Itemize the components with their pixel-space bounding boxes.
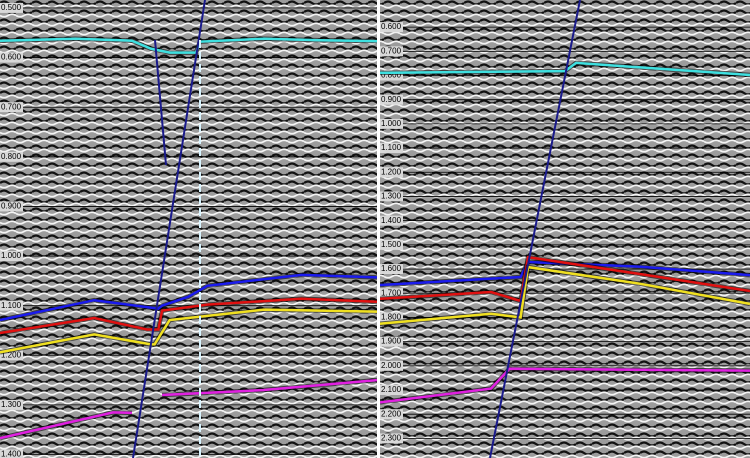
tick-label-bg	[0, 2, 23, 13]
horizon	[0, 37, 377, 54]
y-tick-label: 1.900	[381, 337, 402, 346]
y-tick-label: 2.200	[381, 409, 402, 418]
tick-label-bg	[380, 94, 403, 105]
horizon	[162, 378, 377, 397]
horizon	[0, 273, 377, 322]
y-tick-label: 0.800	[381, 71, 402, 80]
y-tick-label: 1.100	[1, 301, 22, 310]
tick-label-bg	[380, 70, 403, 81]
y-tick-label: 0.500	[1, 3, 22, 12]
y-tick-label: 1.200	[381, 167, 402, 176]
panel-left-content: 0.500 0.600 0.700 0.800 0.900 1.000 1.100 1.200…	[0, 2, 377, 458]
tick-label-bg	[380, 288, 403, 299]
y-tick-label: 2.100	[381, 385, 402, 394]
y-tick-label: 0.800	[1, 152, 22, 161]
y-tick-label: 2.300	[381, 434, 402, 443]
horizon	[380, 265, 750, 325]
panel-left	[0, 0, 377, 458]
horizon	[380, 367, 750, 404]
tick-label-bg	[0, 102, 23, 113]
y-tick-label: 1.000	[1, 251, 22, 260]
y-tick-label: 2.000	[381, 361, 402, 370]
tick-label-bg	[380, 167, 403, 178]
tick-label-bg	[0, 251, 23, 262]
tick-label-bg	[380, 46, 403, 57]
divider	[377, 0, 380, 458]
tick-label-bg	[0, 52, 23, 63]
tick-label-bg	[0, 449, 23, 458]
tick-label-bg	[380, 336, 403, 347]
tick-label-bg	[380, 433, 403, 444]
tick-label-bg	[380, 385, 403, 396]
y-tick-label: 0.900	[381, 95, 402, 104]
y-tick-label: 1.500	[381, 240, 402, 249]
fault	[154, 39, 167, 166]
tick-label-bg	[0, 399, 23, 410]
tick-label-bg	[380, 191, 403, 202]
y-tick-label: 0.900	[1, 202, 22, 211]
y-tick-label: 1.000	[381, 119, 402, 128]
y-tick-label: 1.800	[381, 313, 402, 322]
horizon	[0, 308, 377, 354]
tick-label-bg	[380, 215, 403, 226]
y-tick-label: 1.700	[381, 288, 402, 297]
tick-label-bg	[0, 350, 23, 361]
tick-label-bg	[380, 264, 403, 275]
horizon	[0, 297, 377, 335]
y-tick-label: 1.100	[381, 143, 402, 152]
tick-label-bg	[380, 239, 403, 250]
tick-label-bg	[380, 360, 403, 371]
tick-label-bg	[380, 22, 403, 33]
horizon	[380, 61, 750, 77]
tick-label-bg	[0, 151, 23, 162]
y-tick-label: 1.400	[1, 450, 22, 458]
fault	[489, 0, 581, 458]
y-tick-label: 1.600	[381, 264, 402, 273]
horizon	[0, 411, 132, 440]
y-tick-label: 0.600	[381, 22, 402, 31]
y-tick-label: 1.300	[381, 192, 402, 201]
y-tick-label: 0.600	[1, 53, 22, 62]
y-tick-label: 1.300	[1, 400, 22, 409]
tick-label-bg	[380, 409, 403, 420]
fault	[132, 0, 206, 458]
tick-label-bg	[0, 300, 23, 311]
y-tick-label: 1.200	[1, 350, 22, 359]
tick-label-bg	[380, 118, 403, 129]
y-tick-label: 0.700	[1, 102, 22, 111]
tick-label-bg	[380, 143, 403, 154]
tick-label-bg	[0, 201, 23, 212]
y-tick-label: 0.700	[381, 46, 402, 55]
y-tick-label: 1.400	[381, 216, 402, 225]
tick-label-bg	[380, 312, 403, 323]
